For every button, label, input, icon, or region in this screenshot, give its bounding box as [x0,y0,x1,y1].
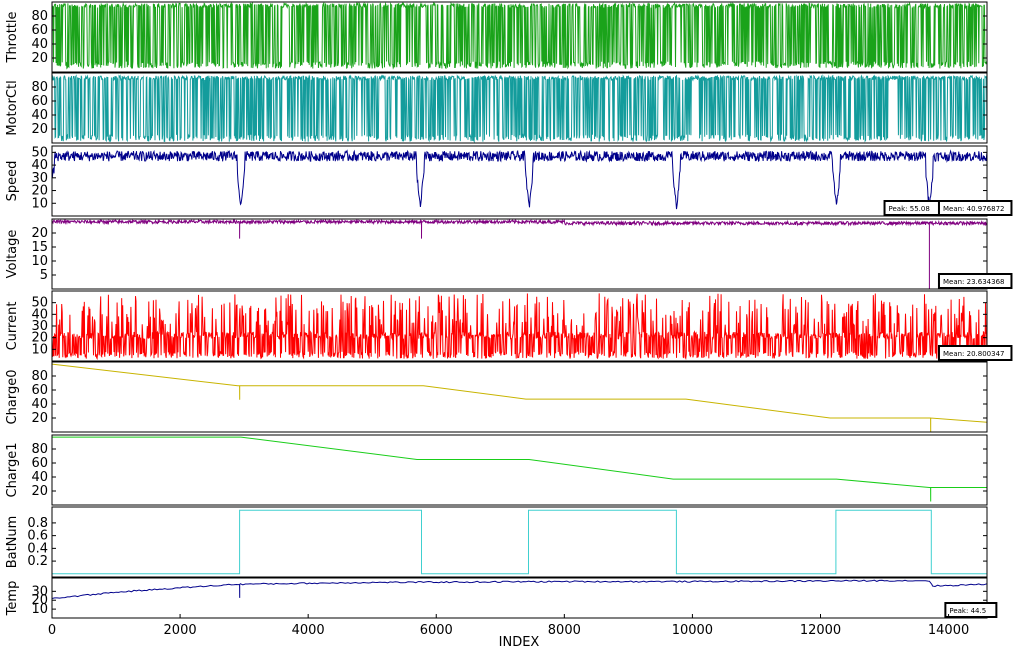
y-tick-label: 80 [31,369,48,384]
y-tick-label: 40 [31,37,48,52]
y-tick-label: 40 [31,307,48,322]
panel-frame [51,434,988,506]
y-axis-label: Speed [5,161,20,202]
y-tick-label: 80 [31,9,48,24]
panel-frame [51,1,988,73]
y-tick-label: 20 [31,184,48,199]
x-tick-label: 4000 [292,623,325,638]
y-tick-label: 10 [31,196,48,211]
series-temp [52,579,987,599]
y-tick-label: 20 [31,411,48,426]
x-tick-label: 10000 [672,623,713,638]
series-batnum [52,509,987,575]
y-tick-label: 15 [31,240,48,255]
x-tick-label: 8000 [548,623,581,638]
y-tick-label: 10 [31,342,48,357]
y-tick-label: 10 [31,254,48,269]
y-tick-label: 60 [31,94,48,109]
annotation-frame [937,345,1013,361]
series-throttle [52,2,987,70]
x-tick-label: 6000 [420,623,453,638]
panel-frame [51,577,988,619]
panel-batnum: 0.20.40.60.8 BatNum [5,506,988,578]
y-tick-label: 80 [31,80,48,95]
y-tick-label: 0.4 [27,541,48,556]
y-axis-label: Temp [5,581,20,617]
annotation-box: Peak: 55.08 [883,200,941,216]
series-current [52,293,987,361]
chart-panels: 20406080Throttle20406080MotorCtl10203040… [5,1,1013,619]
y-tick-label: 60 [31,456,48,471]
panel-frame [51,145,988,217]
series-speed [52,149,987,210]
panel-frame [51,218,988,290]
y-tick-label: 20 [31,484,48,499]
y-tick-label: 20 [31,331,48,346]
y-tick-label: 20 [31,226,48,241]
y-axis-label: Charge0 [5,370,20,425]
y-tick-label: 30 [31,584,48,599]
y-axis-label: Current [5,302,20,351]
x-tick-label: 0 [48,623,56,638]
annotation-box: Mean: 23.634368 [937,273,1013,289]
y-tick-label: 20 [31,593,48,608]
annotation-box: Mean: 20.800347 [937,345,1013,361]
x-tick-label: 12000 [800,623,841,638]
y-axis-label: MotorCtl [5,80,20,135]
y-tick-label: 0.2 [27,554,48,569]
y-tick-label: 40 [31,108,48,123]
y-tick-label: 60 [31,23,48,38]
annotation-text: Mean: 40.976872 [943,205,1005,213]
y-tick-label: 50 [31,145,48,160]
x-axis: 0 2000 4000 6000 8000 10000 12000 14000 [48,614,969,638]
series-charge0 [52,363,987,432]
y-axis-label: BatNum [5,516,20,569]
series-voltage [52,219,987,289]
series-charge1 [52,436,987,502]
y-axis-label: Voltage [5,230,20,279]
y-tick-label: 0.6 [27,529,48,544]
y-tick-label: 50 [31,296,48,311]
y-tick-label: 80 [31,442,48,457]
y-tick-label: 5 [40,268,48,283]
x-tick-label: 14000 [928,623,969,638]
y-tick-label: 30 [31,171,48,186]
x-axis-label: INDEX [499,635,540,650]
y-tick-label: 60 [31,383,48,398]
annotation-box: Peak: 44.5 [944,602,998,618]
series-motorctl [52,74,987,143]
y-tick-label: 30 [31,319,48,334]
annotation-frame [937,273,1013,289]
annotation-frame [937,200,1013,216]
y-axis-label: Throttle [5,12,20,64]
y-tick-label: 10 [31,602,48,617]
panel-frame [51,72,988,144]
x-tick-label: 2000 [164,623,197,638]
y-axis-label: Charge1 [5,443,20,498]
y-tick-label: 40 [31,397,48,412]
y-tick-label: 0.8 [27,516,48,531]
annotation-text: Mean: 23.634368 [943,278,1005,286]
panel-frame [51,506,988,578]
annotation-frame [944,602,998,618]
panel-frame [51,361,988,433]
y-tick-label: 20 [31,122,48,137]
annotation-text: Peak: 55.08 [889,205,930,213]
y-tick-label: 40 [31,470,48,485]
y-tick-label: 40 [31,158,48,173]
annotation-text: Peak: 44.5 [949,607,986,615]
y-tick-label: 20 [31,51,48,66]
annotation-box: Mean: 40.976872 [937,200,1013,216]
annotation-text: Mean: 20.800347 [943,350,1005,358]
